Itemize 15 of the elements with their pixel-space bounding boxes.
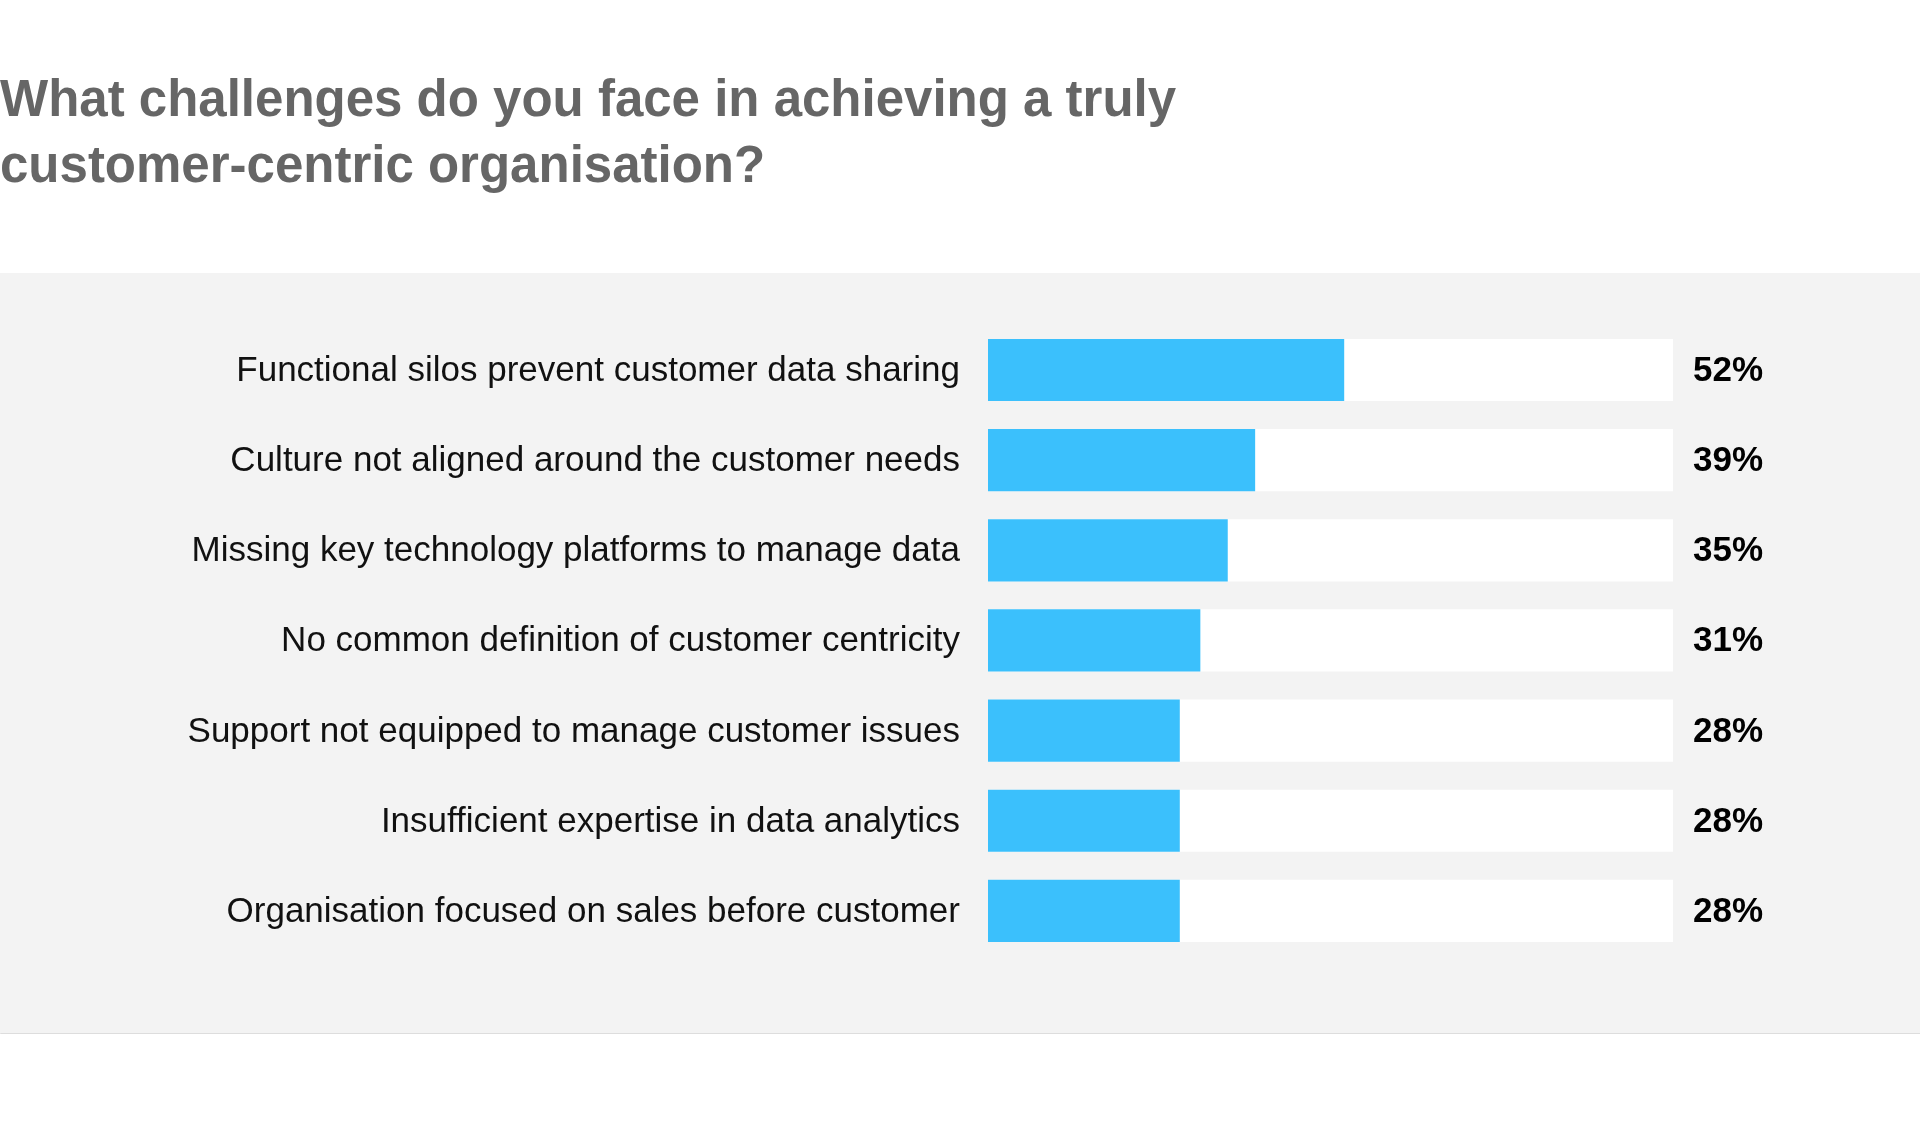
data-label: 31%	[1693, 619, 1764, 659]
y-tick-label: Culture not aligned around the customer needs	[230, 439, 960, 479]
chart-title: What challenges do you face in achieving a truly customer-centric organisation?	[0, 70, 1177, 193]
y-tick-label: Support not equipped to manage customer issues	[187, 709, 960, 749]
y-tick-label: Functional silos prevent customer data sharing	[236, 348, 960, 388]
data-label: 39%	[1693, 439, 1764, 479]
data-label: 28%	[1693, 889, 1764, 929]
y-tick-label: Insufficient expertise in data analytics	[380, 799, 960, 839]
y-tick-label: Organisation focused on sales before customer	[226, 889, 961, 929]
y-tick-label: Missing key technology platforms to manage data	[191, 529, 961, 569]
data-label: 28%	[1693, 709, 1764, 749]
y-tick-label: No common definition of customer centricity	[281, 619, 961, 659]
data-label: 28%	[1693, 799, 1764, 839]
data-label: 35%	[1693, 529, 1764, 569]
data-label: 52%	[1693, 348, 1764, 388]
